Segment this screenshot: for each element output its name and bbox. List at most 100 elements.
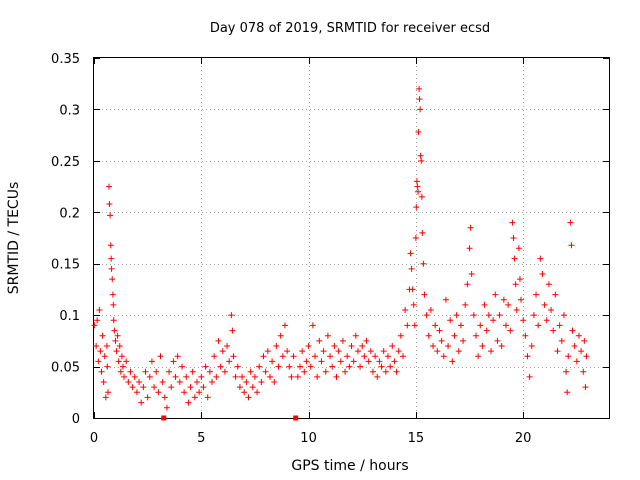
data-point xyxy=(269,358,276,365)
data-point xyxy=(472,332,479,339)
data-point xyxy=(492,291,499,298)
data-point xyxy=(453,312,460,319)
data-point xyxy=(266,373,273,380)
data-point xyxy=(432,322,439,329)
data-point xyxy=(530,312,537,319)
data-point xyxy=(483,327,490,334)
data-point xyxy=(151,384,158,391)
data-point xyxy=(382,368,389,375)
data-point xyxy=(569,327,576,334)
data-point xyxy=(524,353,531,360)
data-point xyxy=(301,368,308,375)
data-point xyxy=(221,368,228,375)
data-point xyxy=(342,368,349,375)
data-point xyxy=(314,373,321,380)
data-point xyxy=(111,327,118,334)
data-point xyxy=(103,343,110,349)
gap-marker xyxy=(161,415,167,421)
data-point xyxy=(142,368,149,375)
data-point xyxy=(503,322,509,329)
y-tick-label: 0.1 xyxy=(59,309,80,324)
data-point xyxy=(565,353,572,360)
data-point xyxy=(284,348,291,355)
data-point xyxy=(209,379,216,385)
data-point xyxy=(333,373,340,380)
data-point xyxy=(226,358,233,365)
data-point xyxy=(339,337,346,344)
data-point xyxy=(100,379,107,385)
data-point xyxy=(550,327,557,334)
data-point xyxy=(367,348,374,355)
data-point xyxy=(324,332,331,339)
data-point xyxy=(93,343,100,349)
data-point xyxy=(106,183,113,190)
y-tick-label: 0.15 xyxy=(51,258,80,273)
data-point xyxy=(427,307,434,313)
data-point xyxy=(412,235,419,241)
data-point xyxy=(327,353,334,360)
data-point xyxy=(159,379,166,385)
data-point xyxy=(582,384,589,391)
data-point xyxy=(161,394,168,401)
data-point xyxy=(512,281,519,288)
data-point xyxy=(200,384,207,391)
data-point xyxy=(402,307,409,313)
data-point xyxy=(312,353,319,360)
data-point xyxy=(247,368,254,375)
data-point xyxy=(475,353,482,360)
data-point xyxy=(297,363,303,370)
data-point xyxy=(526,373,533,380)
data-point xyxy=(510,235,517,241)
data-point xyxy=(391,358,398,365)
data-point xyxy=(415,188,422,195)
data-point xyxy=(409,286,416,293)
data-point xyxy=(545,281,552,288)
data-point xyxy=(496,312,503,319)
data-point xyxy=(548,307,555,313)
plot-area-frame xyxy=(93,57,610,419)
data-point xyxy=(563,368,570,375)
y-tick-label: 0 xyxy=(72,412,80,427)
data-point xyxy=(202,363,209,370)
data-point xyxy=(537,255,544,262)
data-point xyxy=(329,363,336,370)
data-point xyxy=(121,373,128,380)
data-point xyxy=(337,358,344,365)
data-point xyxy=(138,399,145,406)
data-point xyxy=(102,394,109,401)
data-point xyxy=(155,389,162,396)
data-point xyxy=(318,358,325,365)
data-point xyxy=(494,337,501,344)
data-point xyxy=(411,322,418,329)
data-point xyxy=(316,337,323,344)
data-point xyxy=(229,327,236,334)
data-point xyxy=(361,353,368,360)
data-point xyxy=(573,358,580,365)
x-tick-label: 5 xyxy=(197,431,205,446)
data-point xyxy=(440,353,447,360)
data-point xyxy=(191,394,198,401)
data-point xyxy=(564,389,571,396)
data-point xyxy=(249,384,256,391)
data-point xyxy=(560,312,567,319)
data-point xyxy=(449,358,456,365)
data-point xyxy=(397,332,404,339)
data-point xyxy=(354,348,361,355)
data-point xyxy=(384,353,391,360)
data-point xyxy=(516,276,523,283)
data-point xyxy=(359,343,366,349)
data-point xyxy=(115,358,122,365)
data-point xyxy=(554,348,561,355)
data-point xyxy=(110,317,117,324)
data-point xyxy=(466,245,473,252)
data-point xyxy=(481,301,488,308)
data-point xyxy=(320,348,327,355)
data-point xyxy=(206,368,213,375)
y-tick-label: 0.25 xyxy=(51,155,80,170)
data-point xyxy=(348,343,355,349)
data-point xyxy=(228,312,235,319)
data-point xyxy=(116,343,123,349)
data-point xyxy=(407,250,414,257)
data-point xyxy=(322,368,329,375)
data-point xyxy=(189,368,196,375)
